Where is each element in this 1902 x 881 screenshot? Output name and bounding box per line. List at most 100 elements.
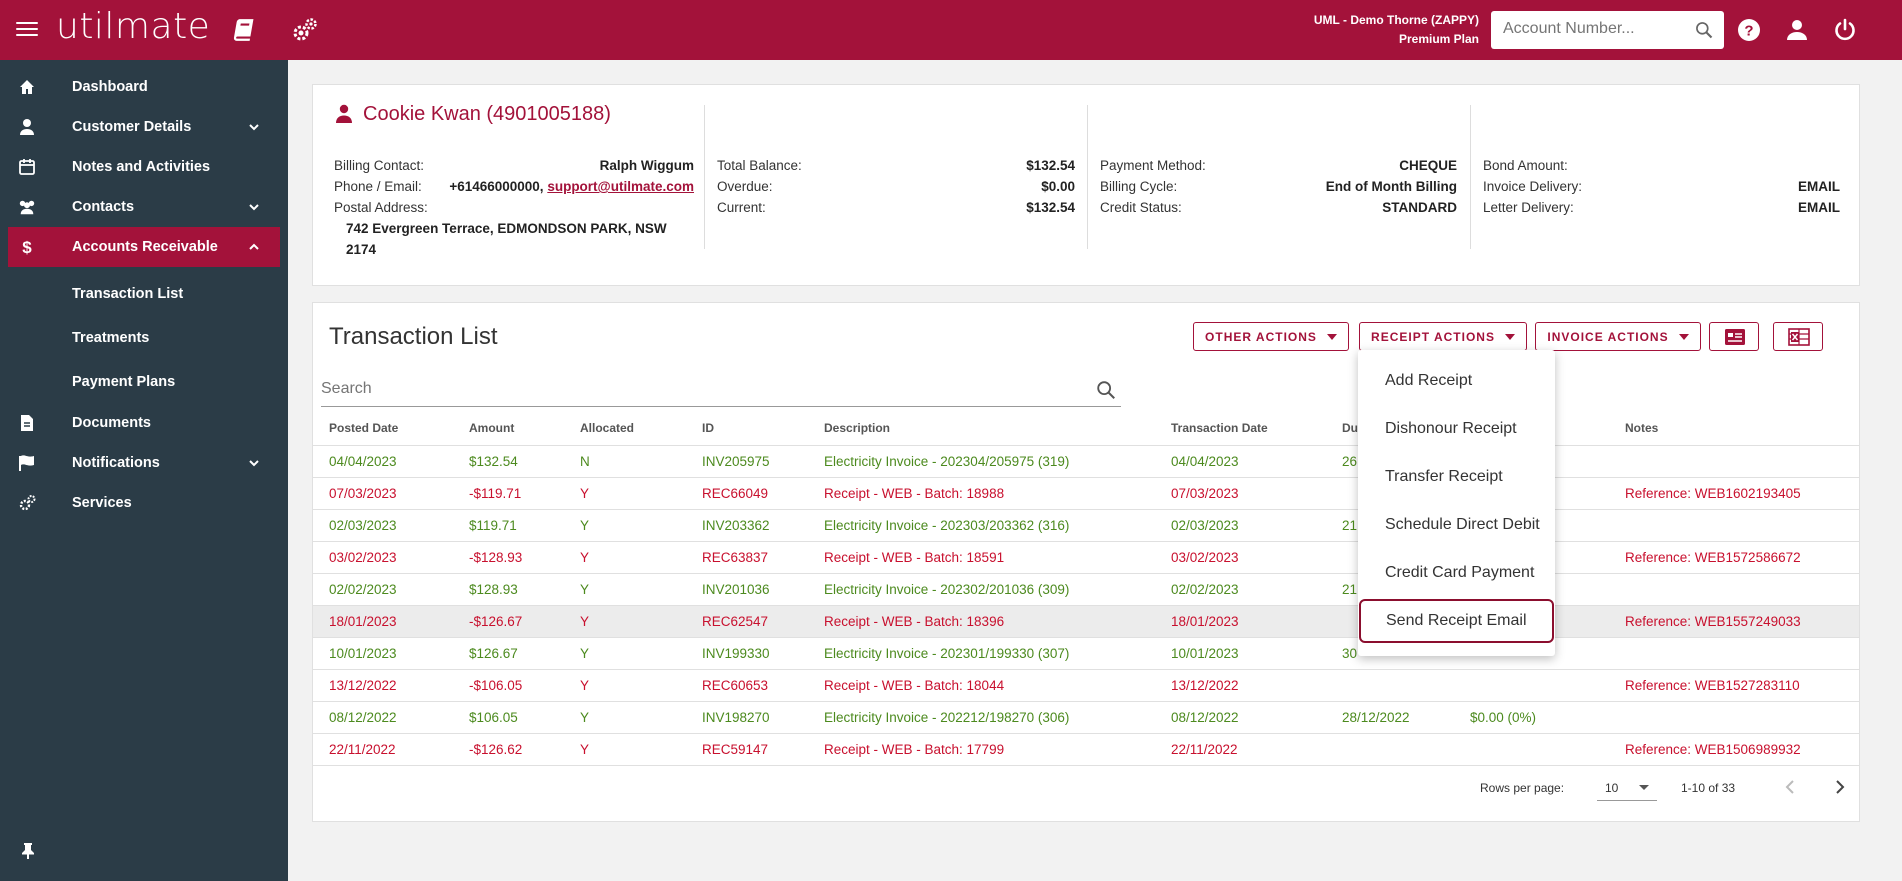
notes-cell: Reference: WEB1506989932	[1609, 733, 1859, 766]
menu-item-dishonour-receipt[interactable]: Dishonour Receipt	[1385, 420, 1517, 437]
column-header[interactable]: Transaction Date	[1155, 411, 1326, 446]
sidebar-item-customer-details[interactable]: Customer Details	[8, 107, 280, 147]
notes-cell	[1609, 445, 1859, 478]
sidebar-item-label: Notifications	[72, 455, 160, 471]
column-header[interactable]: Allocated	[564, 411, 686, 446]
sidebar-item-services[interactable]: Services	[8, 483, 280, 523]
sidebar-item-contacts[interactable]: Contacts	[8, 187, 280, 227]
chevron-right-icon[interactable]	[1829, 777, 1849, 797]
table-row[interactable]: 07/03/2023 -$119.71 Y REC66049 Receipt - WEB…	[313, 477, 1859, 510]
flag-icon	[19, 455, 34, 471]
search-icon[interactable]	[1095, 379, 1117, 401]
people-icon	[19, 200, 35, 215]
export-excel-button[interactable]	[1773, 322, 1823, 351]
billing-cycle-label: Billing Cycle:	[1100, 179, 1178, 194]
chevron-left-icon[interactable]	[1781, 777, 1801, 797]
sidebar-item-treatments[interactable]: Treatments	[72, 330, 150, 346]
search-icon[interactable]	[1694, 20, 1714, 40]
notes-cell: Reference: WEB1557249033	[1609, 605, 1859, 638]
billing-contact-label: Billing Contact:	[334, 158, 425, 173]
search-input[interactable]	[321, 373, 1061, 405]
transaction-list-card: Transaction List OTHER ACTIONS RECEIPT A…	[312, 302, 1860, 822]
sidebar-item-transaction-list[interactable]: Transaction List	[72, 286, 184, 302]
caret-down-icon	[1639, 785, 1649, 790]
menu-icon[interactable]	[16, 18, 38, 42]
book-icon[interactable]	[230, 17, 256, 43]
sidebar-item-label: Customer Details	[72, 119, 192, 135]
app-logo[interactable]: utilmate	[56, 6, 211, 47]
user-icon[interactable]	[1785, 18, 1809, 42]
transaction-date-cell: 10/01/2023	[1155, 637, 1326, 670]
help-icon[interactable]: ?	[1737, 18, 1761, 42]
table-row[interactable]: 04/04/2023 $132.54 N INV205975 Electricity I…	[313, 445, 1859, 478]
transaction-date-cell: 07/03/2023	[1155, 477, 1326, 510]
overdue-value: $0.00	[1041, 179, 1075, 194]
payment-method-label: Payment Method:	[1100, 158, 1206, 173]
other-actions-button[interactable]: OTHER ACTIONS	[1193, 322, 1349, 351]
sidebar-item-label: Accounts Receivable	[72, 239, 218, 255]
current-label: Current:	[717, 200, 766, 215]
posted-date-cell: 13/12/2022	[313, 669, 453, 702]
id-cell: INV199330	[686, 637, 808, 670]
payment-method-value: CHEQUE	[1399, 158, 1457, 173]
sidebar-item-documents[interactable]: Documents	[8, 403, 280, 443]
column-header[interactable]: ID	[686, 411, 808, 446]
table-row[interactable]: 08/12/2022 $106.05 Y INV198270 Electricity I…	[313, 701, 1859, 734]
sidebar-item-payment-plans[interactable]: Payment Plans	[72, 374, 176, 390]
menu-item-transfer-receipt[interactable]: Transfer Receipt	[1385, 468, 1503, 485]
receipt-actions-button[interactable]: RECEIPT ACTIONS	[1359, 322, 1527, 351]
statement-view-button[interactable]	[1709, 322, 1759, 351]
table-row[interactable]: 02/03/2023 $119.71 Y INV203362 Electricity I…	[313, 509, 1859, 542]
sidebar-item-accounts-receivable[interactable]: $ Accounts Receivable	[8, 227, 280, 267]
balance-info: Total Balance: $132.54 Overdue: $0.00 Curr…	[717, 155, 1075, 251]
credit-status-value: STANDARD	[1382, 200, 1457, 215]
table-header-row: Posted Date Amount Allocated ID Descript…	[313, 411, 1859, 446]
rows-per-page-select[interactable]: 10	[1597, 773, 1657, 801]
postal-address-label: Postal Address:	[334, 200, 428, 215]
power-icon[interactable]	[1833, 18, 1857, 42]
menu-item-send-receipt-email[interactable]: Send Receipt Email	[1359, 599, 1554, 643]
overdue-label: Overdue:	[717, 179, 773, 194]
sidebar-item-dashboard[interactable]: Dashboard	[8, 67, 280, 107]
phone-value: +61466000000,	[449, 179, 548, 194]
rows-per-page-label: Rows per page:	[1480, 781, 1565, 795]
table-row[interactable]: 02/02/2023 $128.93 Y INV201036 Electricity I…	[313, 573, 1859, 606]
posted-date-cell: 03/02/2023	[313, 541, 453, 574]
transaction-table: Posted Date Amount Allocated ID Descript…	[313, 411, 1859, 766]
menu-item-credit-card-payment[interactable]: Credit Card Payment	[1385, 564, 1535, 581]
menu-item-add-receipt[interactable]: Add Receipt	[1385, 372, 1473, 389]
posted-date-cell: 10/01/2023	[313, 637, 453, 670]
rows-per-page-value: 10	[1605, 781, 1619, 795]
table-row[interactable]: 13/12/2022 -$106.05 Y REC60653 Receipt - WEB…	[313, 669, 1859, 702]
excel-icon	[1788, 328, 1810, 346]
posted-date-cell: 22/11/2022	[313, 733, 453, 766]
sidebar-item-label: Documents	[72, 415, 151, 431]
column-header[interactable]: Description	[808, 411, 1155, 446]
sidebar-item-notes[interactable]: Notes and Activities	[8, 147, 280, 187]
description-cell: Electricity Invoice - 202212/198270 (306…	[808, 701, 1155, 734]
divider	[1087, 105, 1088, 249]
table-row[interactable]: 03/02/2023 -$128.93 Y REC63837 Receipt - WEB…	[313, 541, 1859, 574]
table-row[interactable]: 22/11/2022 -$126.62 Y REC59147 Receipt - WEB…	[313, 733, 1859, 766]
amount-cell: -$126.67	[453, 605, 564, 638]
invoice-actions-button[interactable]: INVOICE ACTIONS	[1535, 322, 1701, 351]
sidebar-item-notifications[interactable]: Notifications	[8, 443, 280, 483]
table-row[interactable]: 10/01/2023 $126.67 Y INV199330 Electricity I…	[313, 637, 1859, 670]
transaction-date-cell: 04/04/2023	[1155, 445, 1326, 478]
calendar-icon	[19, 159, 35, 175]
description-cell: Electricity Invoice - 202302/201036 (309…	[808, 573, 1155, 606]
balance-cell	[1454, 733, 1609, 766]
menu-item-schedule-direct-debit[interactable]: Schedule Direct Debit	[1385, 516, 1540, 533]
column-header[interactable]: Notes	[1609, 411, 1859, 446]
sidebar: Dashboard Customer Details Notes and Act…	[0, 60, 288, 881]
email-link[interactable]: support@utilmate.com	[547, 179, 694, 194]
column-header[interactable]: Amount	[453, 411, 564, 446]
account-search	[1491, 11, 1724, 49]
table-row[interactable]: 18/01/2023 -$126.67 Y REC62547 Receipt - WEB…	[313, 605, 1859, 638]
account-number-input[interactable]	[1491, 11, 1681, 47]
pin-icon[interactable]	[19, 842, 37, 860]
settings-gear-icon[interactable]	[290, 16, 320, 46]
notes-cell	[1609, 637, 1859, 670]
invoice-actions-label: INVOICE ACTIONS	[1547, 329, 1669, 344]
column-header[interactable]: Posted Date	[313, 411, 453, 446]
